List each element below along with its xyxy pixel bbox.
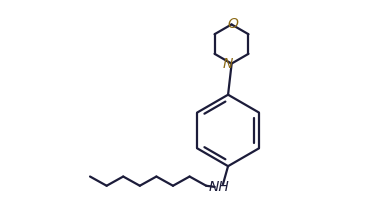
Text: NH: NH [209,180,229,194]
Text: O: O [228,17,238,31]
Text: N: N [222,57,233,71]
